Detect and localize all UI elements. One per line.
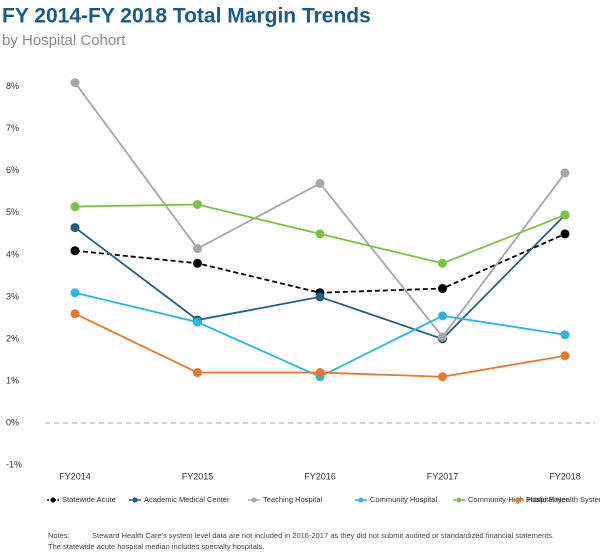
point (560, 210, 570, 220)
point (315, 229, 325, 239)
y-tick-label: 8% (6, 81, 19, 91)
y-tick-label: 7% (6, 123, 19, 133)
notes-label: Notes: (48, 531, 70, 540)
x-tick-label: FY2016 (304, 471, 336, 481)
y-tick-label: 5% (6, 207, 19, 217)
point (70, 309, 80, 319)
point (193, 244, 202, 254)
point (193, 258, 202, 268)
point (560, 168, 570, 178)
note-line: Steward Health Care's system level data … (92, 531, 554, 540)
y-tick-label: 3% (6, 291, 19, 301)
point (438, 372, 447, 382)
point (315, 178, 325, 188)
y-tick-label: 6% (6, 165, 19, 175)
chart-subtitle: by Hospital Cohort (2, 32, 126, 49)
point (560, 229, 570, 239)
legend-label: Teaching Hospital (263, 495, 323, 504)
point (70, 223, 80, 233)
legend-marker (515, 497, 521, 503)
x-tick-label: FY2015 (182, 471, 214, 481)
point (438, 284, 447, 294)
point (315, 292, 325, 302)
series-line (74, 291, 566, 378)
point (70, 288, 80, 298)
point (193, 317, 202, 327)
legend-marker (456, 497, 462, 503)
note-line: The statewide acute hospital median incl… (48, 542, 264, 551)
legend-label: Hospital Health System (527, 495, 600, 504)
point (193, 368, 202, 378)
legend-marker (132, 497, 138, 503)
x-tick-label: FY2014 (59, 471, 91, 481)
x-tick-label: FY2018 (549, 471, 581, 481)
x-tick-label: FY2017 (427, 471, 459, 481)
point (438, 258, 447, 268)
legend-label: Community Hospital (370, 495, 437, 504)
point (438, 311, 447, 321)
point (560, 351, 570, 361)
legend-marker (50, 497, 56, 503)
point (315, 368, 325, 378)
y-tick-label: 4% (6, 249, 19, 259)
y-tick-label: 2% (6, 333, 19, 343)
point (438, 332, 447, 342)
y-tick-label: 0% (6, 417, 19, 427)
legend-label: Statewide Acute (62, 495, 116, 504)
y-tick-label: 1% (6, 375, 19, 385)
chart-title: FY 2014-FY 2018 Total Margin Trends (2, 5, 371, 28)
legend-marker (251, 497, 257, 503)
point (70, 246, 80, 256)
legend-marker (358, 497, 364, 503)
legend-label: Academic Medical Center (144, 495, 230, 504)
point (70, 78, 80, 88)
y-tick-label: -1% (6, 459, 22, 469)
point (193, 199, 202, 209)
point (560, 330, 570, 340)
point (70, 202, 80, 212)
